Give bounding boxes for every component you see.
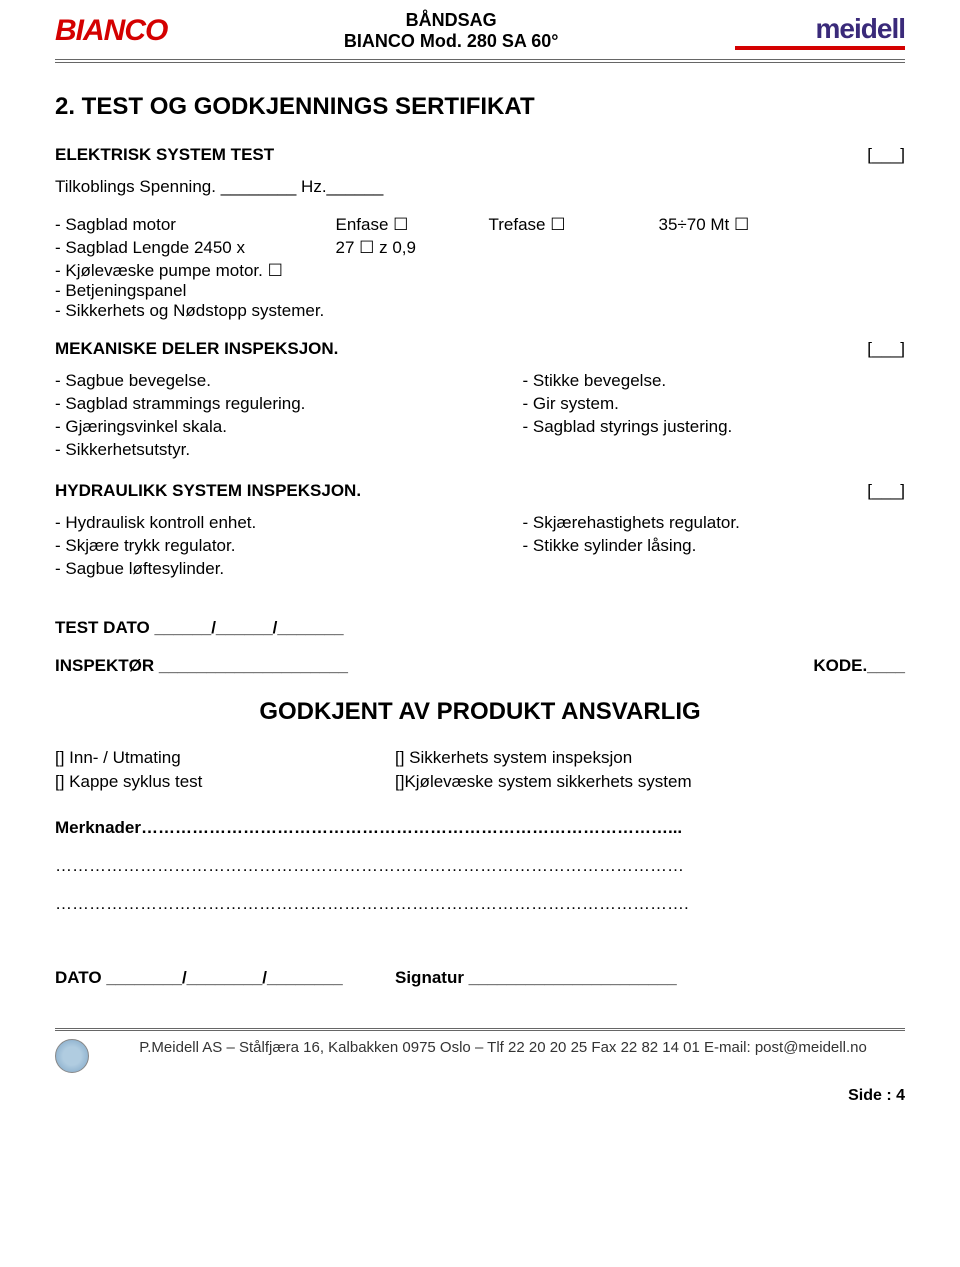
header-rule-1 [55,59,905,60]
check-r2: []Kjølevæske system sikkerhets system [395,772,905,792]
motor-c3: Trefase ☐ [489,215,659,235]
mek-l2: - Sagblad strammings regulering. [55,394,523,414]
mek-row-2: - Sagblad strammings regulering. - Gir s… [55,394,905,414]
header-title: BÅNDSAG BIANCO Mod. 280 SA 60° [167,10,735,52]
hyd-l1: - Hydraulisk kontroll enhet. [55,513,523,533]
mek-row-1: - Sagbue bevegelse. - Stikke bevegelse. [55,371,905,391]
hyd-l2: - Skjære trykk regulator. [55,536,523,556]
hyd-r2: - Stikke sylinder låsing. [523,536,906,556]
mek-r3: - Sagblad styrings justering. [523,417,906,437]
hydraulikk-label: HYDRAULIKK SYSTEM INSPEKSJON. [55,481,361,501]
lengde-c1: - Sagblad Lengde 2450 x [55,238,336,258]
hyd-row-3: - Sagbue løftesylinder. [55,559,905,579]
mek-l4: - Sikkerhetsutstyr. [55,440,523,460]
merknader-line: Merknader…………………………………………………………………………………… [55,818,905,838]
footer-text: P.Meidell AS – Stålfjæra 16, Kalbakken 0… [101,1039,905,1056]
mekaniske-label: MEKANISKE DELER INSPEKSJON. [55,339,338,359]
motor-c2: Enfase ☐ [336,215,489,235]
mek-r1: - Stikke bevegelse. [523,371,906,391]
header-title-line2: BIANCO Mod. 280 SA 60° [167,31,735,52]
dotted-line-1: ………………………………………………………………………………………………… [55,856,905,876]
check-row-1: [] Inn- / Utmating [] Sikkerhets system … [55,748,905,768]
sikkerhets-line: - Sikkerhets og Nødstopp systemer. [55,301,905,321]
inspektor-label: INSPEKTØR ____________________ [55,656,348,676]
page-header: BIANCO BÅNDSAG BIANCO Mod. 280 SA 60° me… [55,0,905,56]
lengde-row: - Sagblad Lengde 2450 x 27 ☐ z 0,9 [55,238,905,258]
elektrisk-bracket: [___] [867,145,905,165]
dato-row: DATO ________/________/________ Signatur… [55,968,905,988]
logo-meidell-text: meidell [816,13,905,45]
check-l2: [] Kappe syklus test [55,772,395,792]
check-l1: [] Inn- / Utmating [55,748,395,768]
dotted-line-2: …………………………………………………………………………………………………. [55,894,905,914]
mek-r2: - Gir system. [523,394,906,414]
hyd-r1: - Skjærehastighets regulator. [523,513,906,533]
header-title-line1: BÅNDSAG [167,10,735,31]
signatur-label: Signatur ______________________ [395,968,905,988]
page-number: Side : 4 [55,1087,905,1105]
pump-line: - Kjølevæske pumpe motor. ☐ [55,261,905,281]
approved-title: GODKJENT AV PRODUKT ANSVARLIG [55,698,905,726]
betjening-line: - Betjeningspanel [55,281,905,301]
mekaniske-bracket: [___] [867,339,905,359]
check-row-2: [] Kappe syklus test []Kjølevæske system… [55,772,905,792]
lengde-c2: 27 ☐ z 0,9 [336,238,489,258]
mekaniske-row: MEKANISKE DELER INSPEKSJON. [___] [55,339,905,359]
page-footer: P.Meidell AS – Stålfjæra 16, Kalbakken 0… [55,1028,905,1105]
motor-c1: - Sagblad motor [55,215,336,235]
logo-meidell: meidell [735,13,905,50]
content: 2. TEST OG GODKJENNINGS SERTIFIKAT ELEKT… [55,63,905,988]
hyd-row-1: - Hydraulisk kontroll enhet. - Skjærehas… [55,513,905,533]
section-title: 2. TEST OG GODKJENNINGS SERTIFIKAT [55,93,905,121]
tilkobling-line: Tilkoblings Spenning. ________ Hz.______ [55,177,905,197]
motor-c4: 35÷70 Mt ☐ [659,215,906,235]
kode-label: KODE.____ [813,656,905,676]
check-r1: [] Sikkerhets system inspeksjon [395,748,905,768]
mek-l1: - Sagbue bevegelse. [55,371,523,391]
mek-row-3: - Gjæringsvinkel skala. - Sagblad styrin… [55,417,905,437]
test-dato: TEST DATO ______/______/_______ [55,618,905,638]
hyd-row-2: - Skjære trykk regulator. - Stikke sylin… [55,536,905,556]
logo-bianco: BIANCO [55,14,167,48]
logo-meidell-bar [735,46,905,50]
hydraulikk-bracket: [___] [867,481,905,501]
inspektor-row: INSPEKTØR ____________________ KODE.____ [55,656,905,676]
elektrisk-label: ELEKTRISK SYSTEM TEST [55,145,274,165]
elektrisk-row: ELEKTRISK SYSTEM TEST [___] [55,145,905,165]
dato-label: DATO ________/________/________ [55,968,395,988]
footer-badge-icon [55,1039,89,1073]
mek-l3: - Gjæringsvinkel skala. [55,417,523,437]
mek-row-4: - Sikkerhetsutstyr. [55,440,905,460]
hydraulikk-row: HYDRAULIKK SYSTEM INSPEKSJON. [___] [55,481,905,501]
motor-row: - Sagblad motor Enfase ☐ Trefase ☐ 35÷70… [55,215,905,235]
hyd-l3: - Sagbue løftesylinder. [55,559,523,579]
